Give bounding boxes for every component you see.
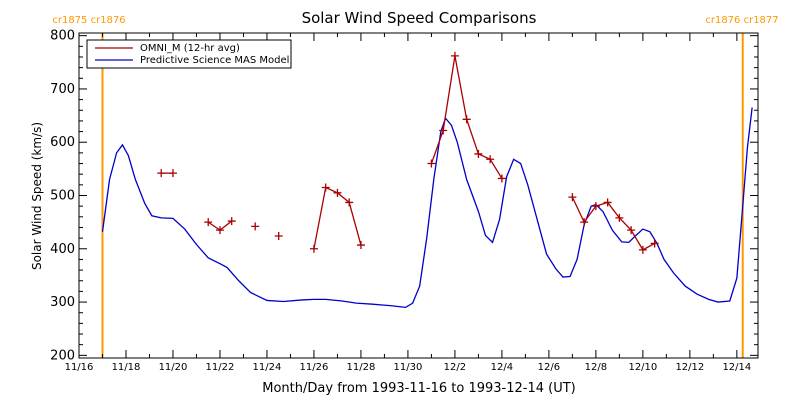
omni-point-marker <box>603 198 612 207</box>
x-tick-label: 12/14 <box>722 362 751 373</box>
omni-point-marker <box>333 188 342 197</box>
omni-point-marker <box>450 51 459 60</box>
omni-point-marker <box>650 239 659 248</box>
x-tick-label: 12/10 <box>628 362 657 373</box>
omni-point-marker <box>580 218 589 227</box>
omni-point-marker <box>497 174 506 183</box>
x-tick-label: 12/4 <box>491 362 513 373</box>
x-tick-label: 11/24 <box>253 362 282 373</box>
omni-point-marker <box>345 198 354 207</box>
omni-point-marker <box>462 115 471 124</box>
omni-point-marker <box>638 245 647 254</box>
omni-point-marker <box>427 159 436 168</box>
x-tick-label: 11/28 <box>347 362 376 373</box>
x-tick-label: 11/18 <box>112 362 141 373</box>
legend: OMNI_M (12-hr avg) Predictive Science MA… <box>86 39 292 69</box>
x-tick-label: 11/26 <box>300 362 329 373</box>
omni-point-marker <box>321 183 330 192</box>
rotation-label-right: cr1876 cr1877 <box>705 15 778 26</box>
omni-point-marker <box>204 218 213 227</box>
omni-point-marker <box>627 226 636 235</box>
x-tick-label: 12/6 <box>538 362 560 373</box>
y-tick-label: 400 <box>50 242 75 257</box>
rotation-label-left: cr1875 cr1876 <box>52 15 125 26</box>
y-tick-label: 500 <box>50 189 75 204</box>
omni-point-marker <box>251 222 260 231</box>
omni-point-marker <box>227 217 236 226</box>
omni-point-marker <box>439 126 448 135</box>
x-tick-label: 11/22 <box>206 362 235 373</box>
omni-point-marker <box>309 244 318 253</box>
series-line-mas <box>101 107 753 309</box>
omni-point-marker <box>486 155 495 164</box>
x-tick-label: 12/8 <box>585 362 607 373</box>
legend-label-omni: OMNI_M (12-hr avg) <box>140 43 240 54</box>
y-tick-label: 600 <box>50 135 75 150</box>
x-axis-label: Month/Day from 1993-11-16 to 1993-12-14 … <box>262 381 575 396</box>
x-tick-label: 12/12 <box>675 362 704 373</box>
omni-point-marker <box>157 169 166 178</box>
omni-point-marker <box>615 213 624 222</box>
y-tick-label: 200 <box>50 348 75 363</box>
omni-point-marker <box>474 149 483 158</box>
omni-point-marker <box>356 241 365 250</box>
chart-title: Solar Wind Speed Comparisons <box>302 9 537 27</box>
x-tick-label: 11/30 <box>394 362 423 373</box>
y-tick-label: 800 <box>50 29 75 44</box>
omni-point-marker <box>591 202 600 211</box>
plot-frame <box>78 32 759 359</box>
legend-label-mas: Predictive Science MAS Model <box>140 55 289 66</box>
omni-point-marker <box>568 193 577 202</box>
y-axis-label: Solar Wind Speed (km/s) <box>30 122 44 270</box>
y-tick-label: 300 <box>50 295 75 310</box>
legend-box <box>86 39 292 69</box>
x-tick-label: 11/20 <box>159 362 188 373</box>
omni-point-marker <box>168 169 177 178</box>
omni-point-marker <box>215 226 224 235</box>
x-tick-label: 12/2 <box>444 362 466 373</box>
omni-point-marker <box>274 231 283 240</box>
series-line-omni <box>571 196 655 251</box>
x-tick-label: 11/16 <box>65 362 94 373</box>
y-tick-label: 700 <box>50 82 75 97</box>
